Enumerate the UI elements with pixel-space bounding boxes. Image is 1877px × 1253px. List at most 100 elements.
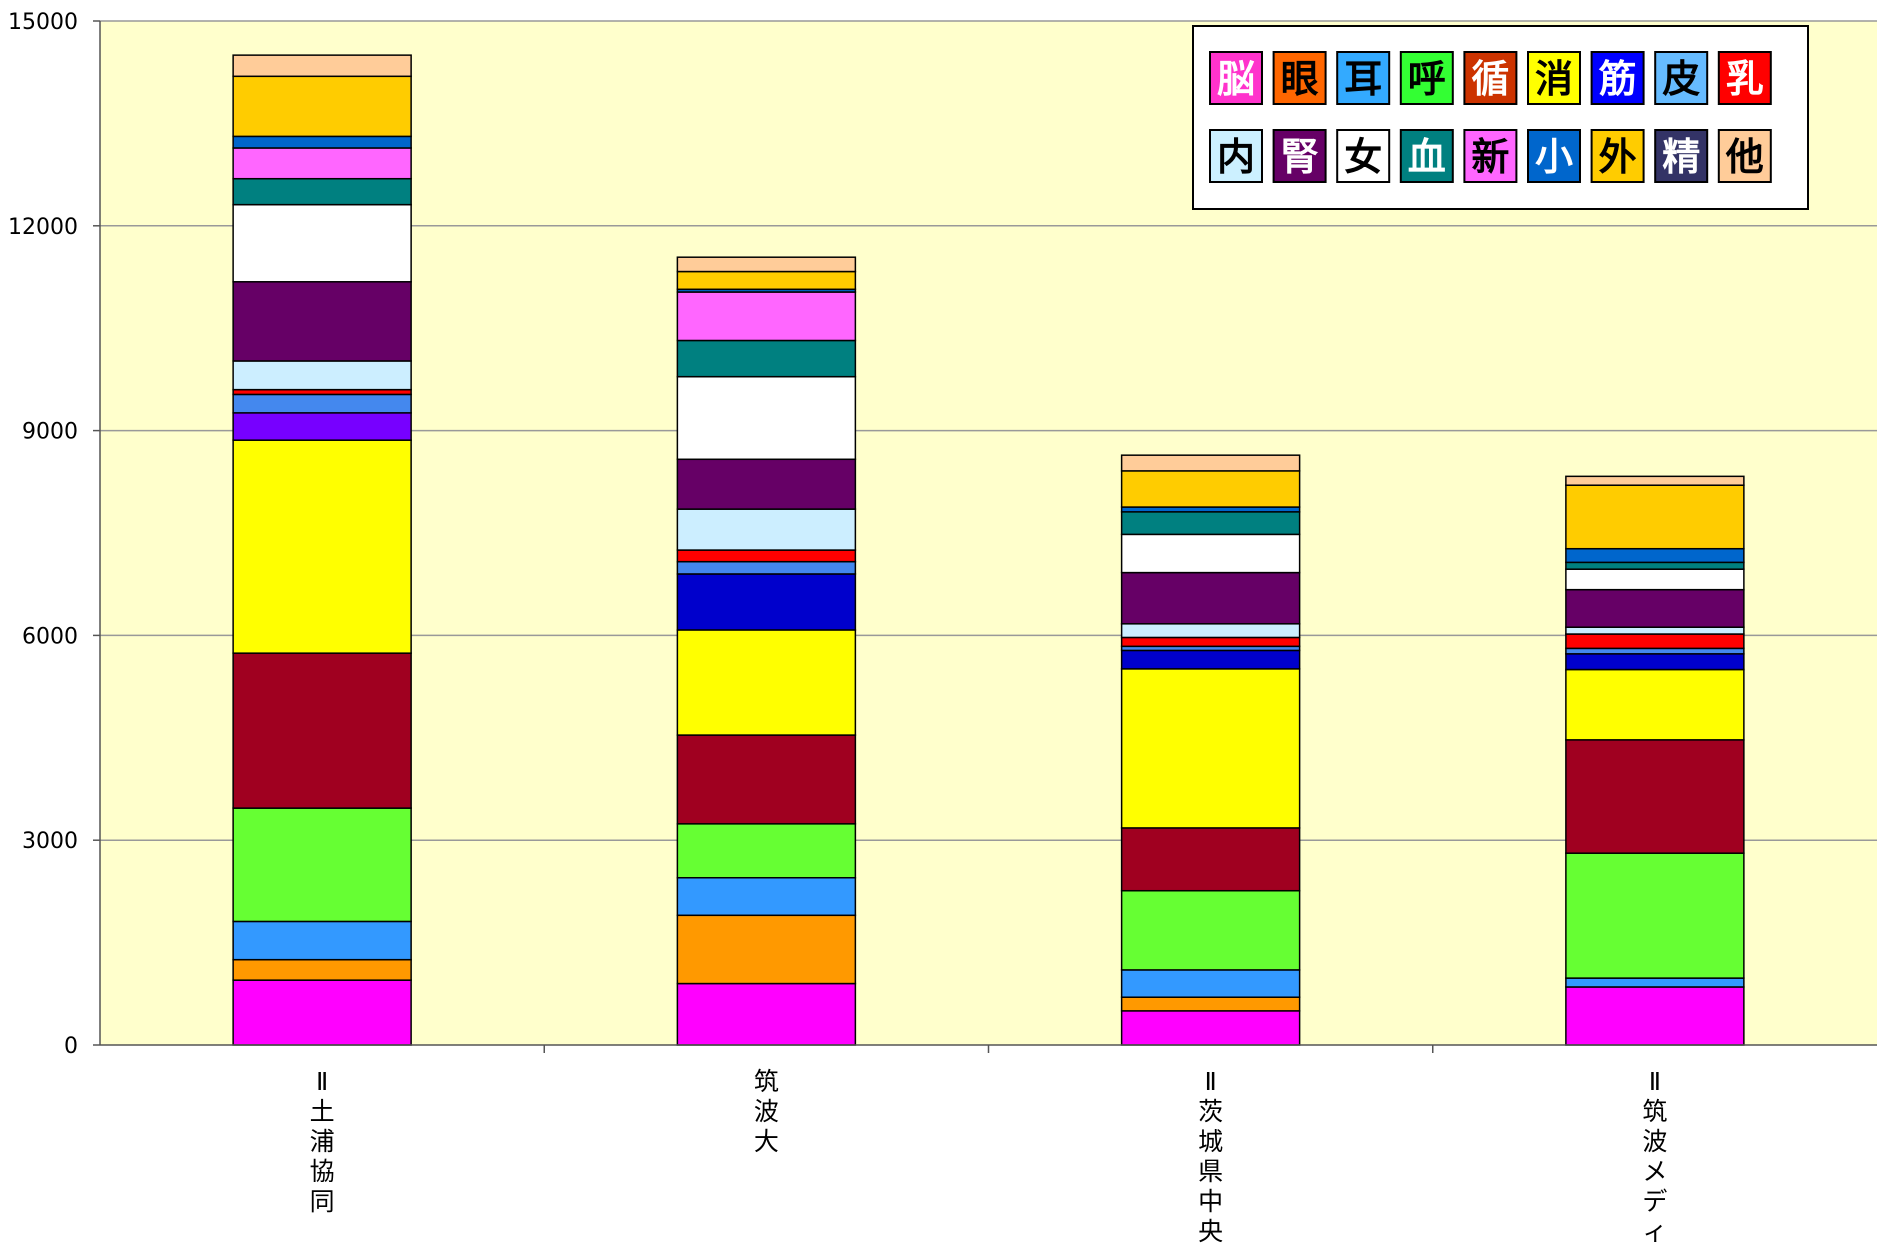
legend-swatch — [1717, 51, 1772, 105]
legend-swatch — [1399, 51, 1454, 105]
bar-segment — [676, 256, 857, 273]
legend-label: 眼 — [1281, 57, 1319, 101]
bar-segment — [1120, 1010, 1301, 1046]
x-category-label: Ⅱ — [1649, 1067, 1661, 1096]
legend-swatch — [1590, 129, 1645, 183]
legend-swatch — [1272, 51, 1327, 105]
legend-label: 呼 — [1408, 57, 1446, 101]
y-tick-label: 12000 — [8, 215, 78, 240]
bar-segment — [676, 876, 857, 917]
bar-segment — [232, 147, 412, 180]
bar-segment — [676, 734, 857, 825]
bar-segment — [1120, 996, 1301, 1012]
x-category-label: 城 — [1198, 1127, 1223, 1156]
bar-segment — [1565, 739, 1745, 854]
bar-segment — [1565, 977, 1745, 988]
bar-segment — [1565, 668, 1745, 741]
bar-segment — [1565, 633, 1745, 650]
legend-swatch — [1209, 51, 1263, 105]
bar-segment — [1565, 852, 1745, 979]
legend: 脳眼耳呼循消筋皮乳内腎女血新小外精他 — [1192, 25, 1809, 210]
bar-segment — [232, 652, 412, 809]
bar-segment — [676, 291, 857, 342]
x-category-label: 同 — [310, 1187, 335, 1216]
bar-segment — [1565, 561, 1745, 570]
axes: 03000600090001200015000Ⅱ土浦協同筑波大Ⅱ茨城県中央Ⅱ筑波… — [8, 10, 1877, 1246]
x-category-label: 協 — [310, 1157, 335, 1186]
x-category-label: デ — [1642, 1187, 1667, 1216]
legend-swatch — [1209, 129, 1263, 183]
legend-label: 脳 — [1217, 57, 1255, 101]
bar-segment — [1565, 588, 1745, 628]
bar-segment — [676, 549, 857, 563]
bar-segment — [1565, 653, 1745, 671]
x-category-label: Ⅱ — [1204, 1067, 1216, 1096]
bar-segment — [676, 270, 857, 291]
bar-segment — [1120, 623, 1301, 639]
legend-label: 耳 — [1344, 57, 1382, 101]
bar-segment — [232, 281, 412, 362]
bar-segment — [676, 629, 857, 736]
legend-label: 精 — [1662, 135, 1700, 179]
x-category-label: 県 — [1198, 1157, 1223, 1186]
x-category-label: 大 — [754, 1127, 779, 1156]
legend-swatch — [1336, 129, 1391, 183]
bar-segment — [232, 439, 412, 654]
x-category-label: ィ — [1642, 1217, 1667, 1246]
bar-segment — [232, 203, 412, 283]
legend-label: 筋 — [1599, 57, 1637, 101]
y-tick-label: 3000 — [22, 829, 78, 854]
bar-segment — [1120, 533, 1301, 574]
legend-swatch — [1590, 51, 1645, 105]
bar-segment — [1565, 647, 1745, 655]
x-category-label: 筑 — [1642, 1097, 1667, 1126]
legend-swatch — [1654, 129, 1709, 183]
y-tick-label: 15000 — [8, 10, 78, 35]
bar-segment — [1120, 969, 1301, 998]
bar-segment — [676, 823, 857, 879]
bar-segment — [232, 958, 412, 981]
bar-segment — [232, 54, 412, 78]
bar-segment — [1120, 511, 1301, 536]
x-category-label: Ⅱ — [316, 1067, 328, 1096]
legend-label: 外 — [1599, 135, 1637, 179]
bar-segment — [1120, 889, 1301, 971]
legend-label: 循 — [1471, 57, 1509, 101]
x-category-label: 茨 — [1198, 1097, 1223, 1126]
y-tick-label: 6000 — [22, 624, 78, 649]
legend-label: 血 — [1408, 135, 1446, 179]
x-category-label: 浦 — [310, 1127, 335, 1156]
legend-swatch — [1654, 51, 1709, 105]
bar-segment — [676, 573, 857, 631]
legend-swatch — [1717, 129, 1772, 183]
bar-segment — [1565, 547, 1745, 564]
bar-segment — [1120, 827, 1301, 892]
legend-swatch — [1399, 129, 1454, 183]
bar-segment — [1565, 484, 1745, 550]
y-tick-label: 9000 — [22, 420, 78, 445]
legend-swatch — [1527, 51, 1581, 105]
bar-segment — [232, 75, 412, 138]
x-category-label: 波 — [1642, 1127, 1667, 1156]
bar-segment — [1120, 668, 1301, 829]
bar-segment — [1565, 568, 1745, 591]
bar-segment — [232, 135, 412, 149]
legend-label: 他 — [1725, 135, 1764, 179]
legend-label: 乳 — [1726, 57, 1764, 101]
legend-label: 新 — [1471, 135, 1509, 179]
bar-segment — [676, 560, 857, 575]
legend-label: 小 — [1535, 135, 1573, 179]
bar-segment — [1120, 649, 1301, 670]
legend-swatch — [1336, 51, 1391, 105]
legend-label: 腎 — [1281, 135, 1319, 179]
bar-segment — [232, 360, 412, 391]
bar-segment — [676, 458, 857, 510]
x-category-label: 央 — [1198, 1217, 1223, 1246]
y-tick-label: 0 — [64, 1034, 78, 1059]
x-category-label: 波 — [754, 1097, 779, 1126]
bar-segment — [676, 914, 857, 985]
bar-segment — [232, 979, 412, 1046]
bar-segment — [232, 412, 412, 441]
bar-segment — [676, 339, 857, 378]
x-category-label: 筑 — [754, 1067, 779, 1096]
